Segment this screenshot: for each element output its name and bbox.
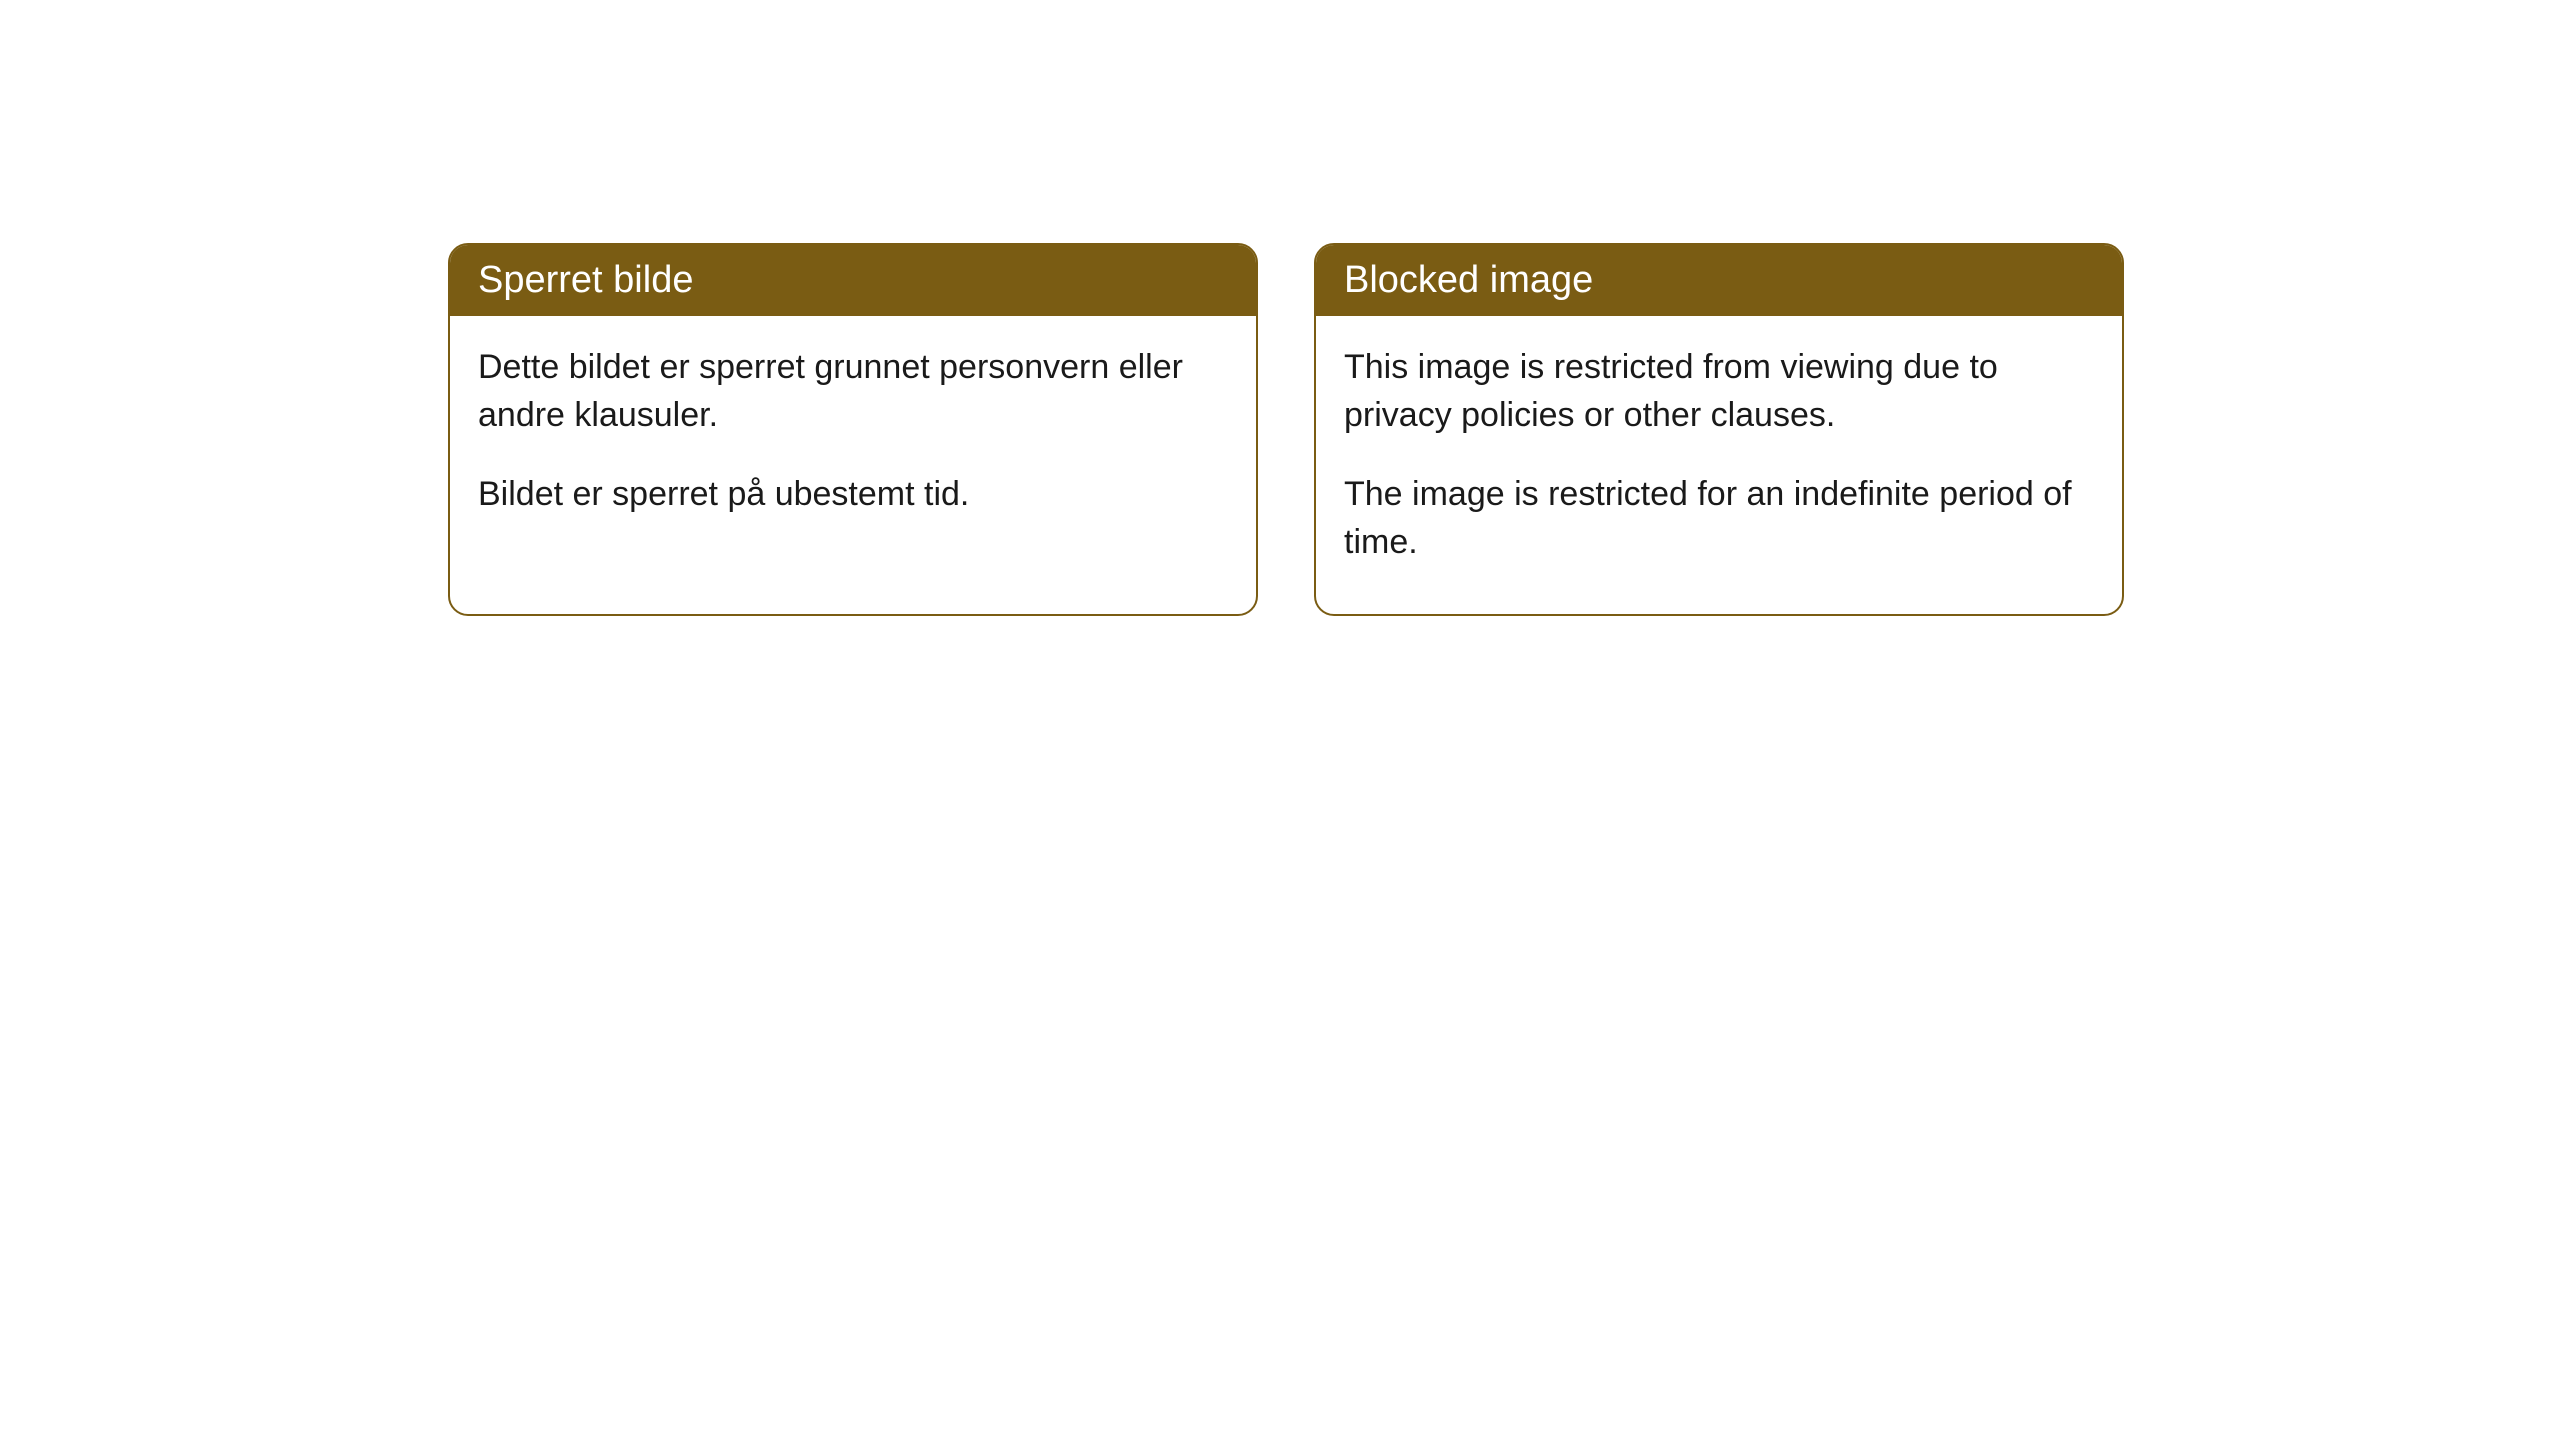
card-paragraph: The image is restricted for an indefinit…	[1344, 471, 2094, 566]
card-body: This image is restricted from viewing du…	[1316, 316, 2122, 614]
card-paragraph: Bildet er sperret på ubestemt tid.	[478, 471, 1228, 519]
card-header: Sperret bilde	[450, 245, 1256, 316]
card-paragraph: Dette bildet er sperret grunnet personve…	[478, 344, 1228, 439]
card-header: Blocked image	[1316, 245, 2122, 316]
card-title: Blocked image	[1344, 259, 1593, 301]
card-body: Dette bildet er sperret grunnet personve…	[450, 316, 1256, 567]
info-cards-container: Sperret bilde Dette bildet er sperret gr…	[448, 243, 2124, 616]
blocked-image-card-norwegian: Sperret bilde Dette bildet er sperret gr…	[448, 243, 1258, 616]
blocked-image-card-english: Blocked image This image is restricted f…	[1314, 243, 2124, 616]
card-title: Sperret bilde	[478, 259, 693, 301]
card-paragraph: This image is restricted from viewing du…	[1344, 344, 2094, 439]
